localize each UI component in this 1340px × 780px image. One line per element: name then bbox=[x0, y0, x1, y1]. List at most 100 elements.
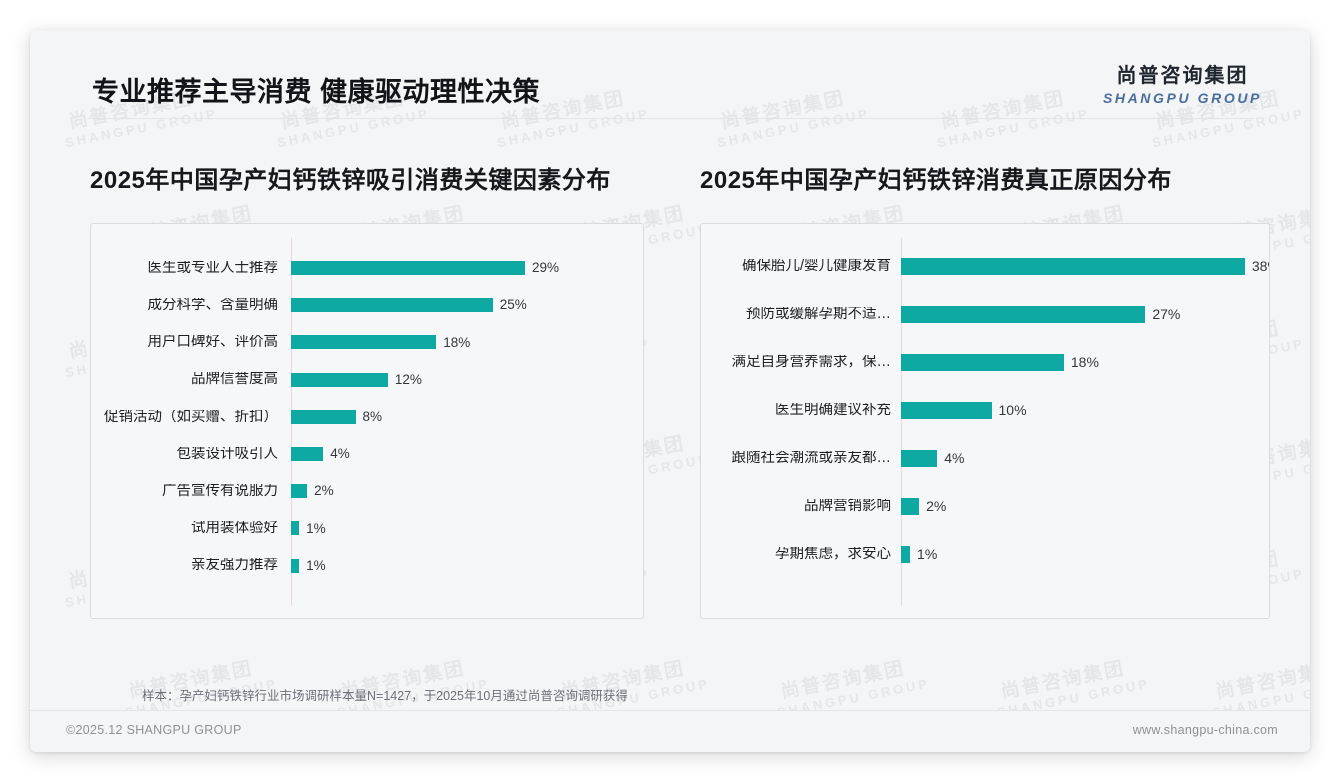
right-chart-title: 2025年中国孕产妇钙铁锌消费真正原因分布 bbox=[700, 167, 1172, 194]
bar-value-label: 10% bbox=[998, 402, 1027, 418]
bar-track: 1% bbox=[901, 545, 1269, 563]
slide-header: 专业推荐主导消费 健康驱动理性决策 尚普咨询集团 SHANGPU GROUP bbox=[30, 30, 1310, 120]
bar-row: 品牌信誉度高 12% bbox=[91, 368, 643, 392]
bar-track: 4% bbox=[901, 449, 1269, 467]
bar-category-label: 品牌信誉度高 bbox=[191, 372, 278, 387]
bar-value-label: 8% bbox=[362, 409, 383, 425]
bar-category-label: 跟随社会潮流或亲友都… bbox=[731, 450, 892, 466]
bar[interactable] bbox=[901, 545, 911, 563]
slide-footer: ©2025.12 SHANGPU GROUP www.shangpu-china… bbox=[30, 711, 1310, 752]
logo-english-text: SHANGPU GROUP bbox=[1102, 90, 1262, 106]
page-title: 专业推荐主导消费 健康驱动理性决策 bbox=[92, 77, 541, 107]
header-divider bbox=[88, 118, 1254, 119]
right-chart-panel: 确保胎儿/婴儿健康发育 38% 预防或缓解孕期不适… 27% 满足自身营养需求，保… 18… bbox=[700, 223, 1270, 619]
left-chart-panel: 医生或专业人士推荐 29% 成分科学、含量明确 25% 用户口碑好、评价高 18% 品牌信誉… bbox=[90, 223, 644, 619]
bar-row: 成分科学、含量明确 25% bbox=[91, 293, 643, 317]
bar-value-label: 12% bbox=[394, 371, 422, 387]
bar[interactable] bbox=[901, 257, 1245, 275]
sample-note: 样本：孕产妇钙铁锌行业市场调研样本量N=1427，于2025年10月通过尚普咨询… bbox=[142, 689, 628, 703]
bar-value-label: 4% bbox=[330, 446, 350, 462]
bar-row: 广告宣传有说服力 2% bbox=[91, 479, 643, 503]
bar-track: 2% bbox=[901, 497, 1269, 515]
bar-row: 跟随社会潮流或亲友都… 4% bbox=[701, 444, 1269, 472]
bar-row: 用户口碑好、评价高 18% bbox=[91, 330, 643, 354]
slide-card: 尚普咨询集团 SHANGPU GROUP 尚普咨询集团 SHANGPU GROUP 尚普… bbox=[30, 30, 1310, 752]
right-chart-rows: 确保胎儿/婴儿健康发育 38% 预防或缓解孕期不适… 27% 满足自身营养需求，保… 18… bbox=[701, 224, 1269, 618]
bar-category-label: 试用装体验好 bbox=[191, 521, 278, 536]
bar-category-label: 医生或专业人士推荐 bbox=[147, 260, 279, 276]
bar-track: 2% bbox=[291, 483, 643, 499]
bar-row: 满足自身营养需求，保… 18% bbox=[701, 348, 1269, 376]
bar-value-label: 1% bbox=[306, 557, 326, 573]
bar[interactable] bbox=[291, 558, 300, 573]
right-chart-block: 2025年中国孕产妇钙铁锌消费真正原因分布 确保胎儿/婴儿健康发育 38% 预防或缓… bbox=[692, 160, 1272, 619]
left-chart-block: 2025年中国孕产妇钙铁锌吸引消费关键因素分布 医生或专业人士推荐 29% 成分科学… bbox=[72, 160, 672, 619]
bar-value-label: 1% bbox=[917, 546, 938, 562]
bar-category-label: 促销活动（如买赠、折扣） bbox=[104, 409, 278, 425]
logo-chinese-text: 尚普咨询集团 bbox=[1116, 65, 1249, 87]
bar-track: 12% bbox=[291, 371, 643, 387]
footer-divider bbox=[30, 710, 1310, 711]
bar-value-label: 4% bbox=[944, 450, 965, 466]
bar-category-label: 满足自身营养需求，保… bbox=[731, 354, 892, 370]
left-chart-title: 2025年中国孕产妇钙铁锌吸引消费关键因素分布 bbox=[90, 167, 611, 194]
bar-category-label: 确保胎儿/婴儿健康发育 bbox=[741, 258, 891, 274]
bar-track: 25% bbox=[291, 297, 643, 313]
bar[interactable] bbox=[901, 497, 920, 515]
bar[interactable] bbox=[291, 261, 526, 275]
bar-track: 18% bbox=[291, 334, 643, 350]
bar[interactable] bbox=[291, 335, 437, 350]
bar[interactable] bbox=[291, 521, 300, 536]
bar[interactable] bbox=[901, 353, 1064, 371]
bar[interactable] bbox=[291, 372, 388, 387]
bar-track: 4% bbox=[291, 447, 643, 461]
bar-category-label: 用户口碑好、评价高 bbox=[147, 335, 279, 350]
bar-category-label: 广告宣传有说服力 bbox=[162, 483, 278, 499]
bar-row: 孕期焦虑，求安心 1% bbox=[701, 540, 1269, 568]
bar-category-label: 亲友强力推荐 bbox=[191, 558, 278, 573]
bar-value-label: 38% bbox=[1251, 258, 1269, 274]
bar-row: 试用装体验好 1% bbox=[91, 516, 643, 540]
bar-row: 包装设计吸引人 4% bbox=[91, 442, 643, 466]
bar[interactable] bbox=[291, 484, 308, 499]
bar-row: 品牌营销影响 2% bbox=[701, 492, 1269, 520]
bar-row: 医生或专业人士推荐 29% bbox=[91, 256, 643, 280]
bar-category-label: 包装设计吸引人 bbox=[176, 446, 279, 462]
bar[interactable] bbox=[291, 447, 324, 461]
bar-track: 8% bbox=[291, 409, 643, 425]
bar-value-label: 29% bbox=[532, 260, 560, 276]
bar-value-label: 2% bbox=[926, 498, 947, 514]
bar-category-label: 医生明确建议补充 bbox=[775, 402, 891, 418]
brand-logo: 尚普咨询集团 SHANGPU GROUP bbox=[1103, 66, 1262, 105]
bar-value-label: 18% bbox=[1070, 354, 1099, 370]
left-chart-rows: 医生或专业人士推荐 29% 成分科学、含量明确 25% 用户口碑好、评价高 18% 品牌信誉… bbox=[91, 224, 643, 618]
bar[interactable] bbox=[901, 401, 992, 419]
website-link[interactable]: www.shangpu-china.com bbox=[1132, 723, 1278, 737]
right-chart-axis bbox=[901, 238, 902, 606]
bar-value-label: 2% bbox=[314, 483, 334, 499]
bar-track: 27% bbox=[901, 305, 1269, 323]
bar-track: 1% bbox=[291, 521, 643, 536]
bar-row: 预防或缓解孕期不适… 27% bbox=[701, 300, 1269, 328]
bar-category-label: 品牌营销影响 bbox=[804, 498, 891, 514]
bar-track: 10% bbox=[901, 401, 1269, 419]
bar-category-label: 成分科学、含量明确 bbox=[147, 297, 279, 313]
bar-row: 确保胎儿/婴儿健康发育 38% bbox=[701, 252, 1269, 280]
bar-value-label: 25% bbox=[499, 297, 527, 313]
bar-row: 促销活动（如买赠、折扣） 8% bbox=[91, 405, 643, 429]
bar-category-label: 预防或缓解孕期不适… bbox=[746, 306, 891, 322]
bar-track: 18% bbox=[901, 353, 1269, 371]
bar-track: 1% bbox=[291, 557, 643, 573]
bar-row: 亲友强力推荐 1% bbox=[91, 554, 643, 578]
bar-track: 38% bbox=[901, 257, 1269, 275]
bar-track: 29% bbox=[291, 261, 643, 275]
bar[interactable] bbox=[291, 298, 493, 313]
bar-value-label: 27% bbox=[1152, 306, 1181, 322]
bar[interactable] bbox=[901, 305, 1146, 323]
bar-value-label: 18% bbox=[443, 334, 471, 350]
copyright-text: ©2025.12 SHANGPU GROUP bbox=[66, 723, 242, 737]
bar[interactable] bbox=[901, 449, 938, 467]
bar[interactable] bbox=[291, 409, 356, 424]
bar-row: 医生明确建议补充 10% bbox=[701, 396, 1269, 424]
